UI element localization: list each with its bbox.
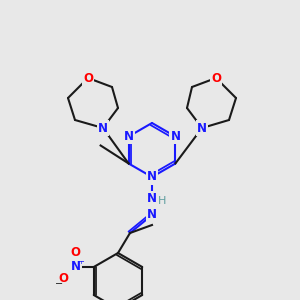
Text: N: N — [147, 193, 157, 206]
Text: O: O — [59, 272, 69, 286]
Text: N: N — [147, 170, 157, 184]
Text: O: O — [211, 71, 221, 85]
Text: N: N — [98, 122, 108, 134]
Text: −: − — [55, 279, 63, 289]
Text: O: O — [71, 247, 81, 260]
Text: N: N — [71, 260, 81, 274]
Text: O: O — [83, 71, 93, 85]
Text: H: H — [158, 196, 166, 206]
Text: N: N — [124, 130, 134, 143]
Text: +: + — [77, 256, 84, 266]
Text: N: N — [170, 130, 180, 143]
Text: N: N — [197, 122, 207, 134]
Text: N: N — [147, 208, 157, 221]
